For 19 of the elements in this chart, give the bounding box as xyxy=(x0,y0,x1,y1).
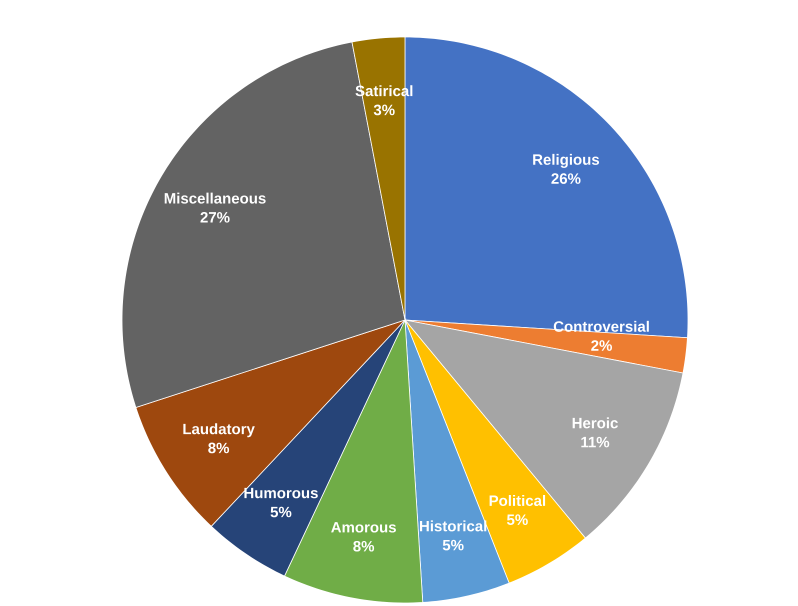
data-label: 5% xyxy=(506,514,528,525)
slice-label: Amorous xyxy=(331,522,396,533)
data-label: 26% xyxy=(551,173,581,184)
data-label: 11% xyxy=(581,436,610,448)
data-label: 8% xyxy=(353,540,374,552)
slice-label: Heroic xyxy=(572,417,618,428)
slice-label: Political xyxy=(490,494,546,506)
data-label: 8% xyxy=(208,442,230,454)
slice-label: Laudatory xyxy=(183,423,255,438)
data-label: 3% xyxy=(374,104,395,116)
slice-label: Miscellaneous xyxy=(164,192,266,204)
slice-label: Humorous xyxy=(244,488,318,498)
data-label: 27% xyxy=(200,212,230,223)
data-label: 5% xyxy=(442,540,464,550)
data-label: 5% xyxy=(270,506,292,518)
slice-label: Religious xyxy=(533,154,600,168)
slice-label: Historical xyxy=(420,520,486,532)
slice-label: Controversial xyxy=(554,320,649,332)
data-label: 2% xyxy=(591,340,612,351)
